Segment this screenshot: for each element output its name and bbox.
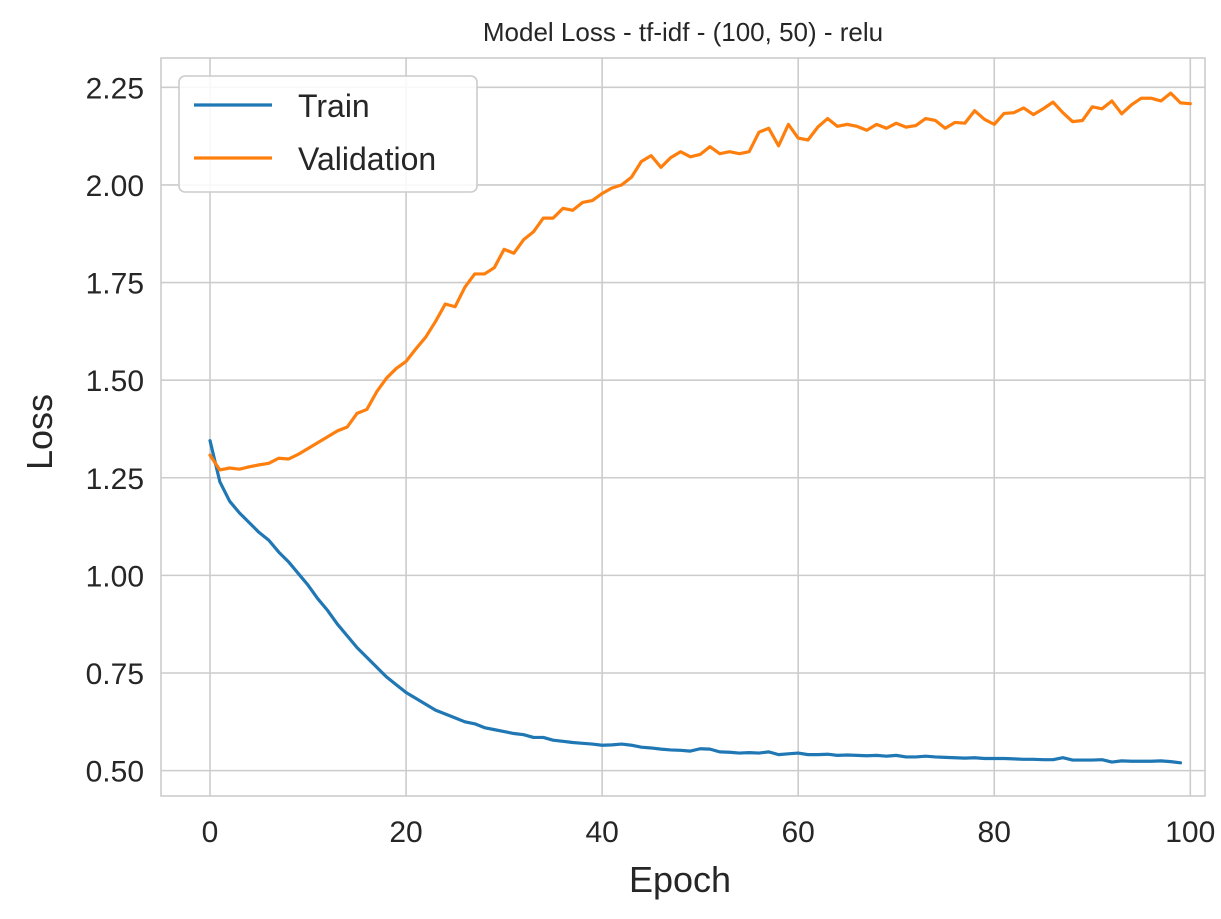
x-tick-label: 100: [1165, 816, 1215, 849]
y-tick-label: 1.75: [86, 268, 144, 301]
chart-title: Model Loss - tf-idf - (100, 50) - relu: [483, 17, 883, 47]
x-tick-label: 80: [978, 816, 1011, 849]
y-axis-ticks: 0.50 0.75 1.00 1.25 1.50 1.75 2.00 2.25: [86, 72, 144, 788]
x-tick-label: 0: [202, 816, 219, 849]
legend-label-train: Train: [298, 88, 370, 124]
y-tick-label: 1.25: [86, 463, 144, 496]
y-tick-label: 1.00: [86, 560, 144, 593]
series-line-validation: [208, 91, 1192, 472]
x-tick-label: 20: [389, 816, 422, 849]
x-tick-label: 60: [781, 816, 814, 849]
series-line-train: [208, 439, 1183, 765]
legend: Train Validation: [178, 75, 478, 193]
plot-frame: [160, 57, 1206, 797]
y-tick-label: 2.25: [86, 72, 144, 105]
x-axis-label: Epoch: [629, 859, 731, 900]
y-tick-label: 0.75: [86, 658, 144, 691]
legend-label-validation: Validation: [298, 141, 436, 177]
series-lines: [208, 91, 1192, 765]
x-tick-label: 40: [585, 816, 618, 849]
y-tick-label: 1.50: [86, 365, 144, 398]
x-axis-ticks: 0 20 40 60 80 100: [202, 816, 1216, 849]
y-tick-label: 2.00: [86, 170, 144, 203]
y-axis-label: Loss: [19, 394, 60, 470]
y-tick-label: 0.50: [86, 756, 144, 789]
grid-lines: [161, 58, 1205, 796]
